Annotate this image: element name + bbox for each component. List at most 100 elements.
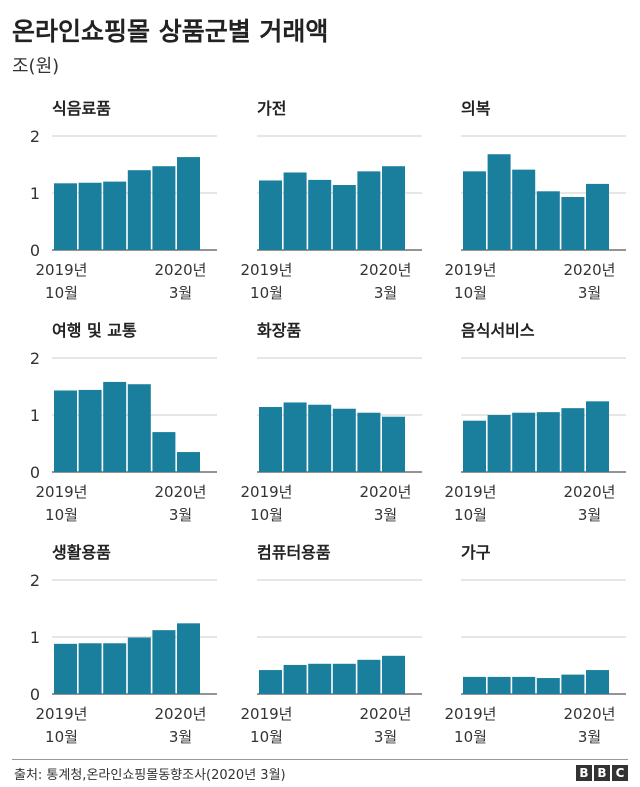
x-tick-label: 2019년 <box>241 261 293 279</box>
x-tick-label: 3월 <box>169 284 192 302</box>
x-tick-label: 2020년 <box>155 261 207 279</box>
panel-title: 식음료품 <box>52 99 111 118</box>
bar <box>382 416 405 472</box>
small-multiples-grid: 식음료품 0 1 2 2019년 10월 2020년 3월 가전 2019년 10월 2020년 3월 의… <box>30 99 626 746</box>
bar <box>382 166 405 250</box>
y-tick-label: 1 <box>30 406 40 425</box>
bar <box>152 166 176 250</box>
x-tick-label: 2020년 <box>564 261 616 279</box>
x-tick-label: 2020년 <box>360 483 412 501</box>
y-tick-label: 1 <box>30 184 40 203</box>
bar <box>561 408 585 472</box>
bar <box>561 674 585 694</box>
chart-panel: 생활용품 0 1 2 2019년 10월 2020년 3월 <box>30 543 217 746</box>
bar <box>152 432 176 472</box>
unit-label: 조(원) <box>12 56 60 77</box>
x-tick-label: 2019년 <box>445 261 497 279</box>
bar <box>463 420 486 472</box>
panel-title: 음식서비스 <box>461 321 535 340</box>
chart-panel: 식음료품 0 1 2 2019년 10월 2020년 3월 <box>30 99 217 302</box>
bar <box>463 676 486 694</box>
bbc-logo: B B C <box>576 765 628 781</box>
bar <box>127 384 151 472</box>
bar <box>127 170 151 250</box>
y-tick-label: 2 <box>30 571 40 590</box>
chart-title: 온라인쇼핑몰 상품군별 거래액 <box>12 17 329 46</box>
bar <box>561 196 585 250</box>
bar <box>512 676 536 694</box>
chart-panel: 가전 2019년 10월 2020년 3월 <box>241 99 422 302</box>
bar <box>54 643 77 694</box>
panel-title: 의복 <box>461 99 491 118</box>
y-tick-label: 0 <box>30 685 40 704</box>
bar <box>78 182 102 250</box>
chart-panel: 가구 2019년 10월 2020년 3월 <box>445 543 626 746</box>
bar <box>54 390 77 472</box>
x-tick-label: 2019년 <box>36 705 88 723</box>
chart-panel: 컴퓨터용품 2019년 10월 2020년 3월 <box>241 543 422 746</box>
bar <box>283 402 307 472</box>
x-tick-label: 10월 <box>45 728 78 746</box>
bar <box>357 412 381 472</box>
x-tick-label: 3월 <box>578 728 601 746</box>
x-tick-label: 3월 <box>374 284 397 302</box>
bar <box>283 664 307 694</box>
x-tick-label: 2019년 <box>445 705 497 723</box>
bar <box>512 169 536 250</box>
x-tick-label: 2020년 <box>360 261 412 279</box>
bar <box>177 452 200 472</box>
logo-letter: B <box>576 765 592 781</box>
chart-panel: 의복 2019년 10월 2020년 3월 <box>445 99 626 302</box>
bar <box>536 191 560 250</box>
bar <box>177 157 200 250</box>
x-tick-label: 10월 <box>454 728 487 746</box>
x-tick-label: 10월 <box>250 284 283 302</box>
x-tick-label: 3월 <box>578 506 601 524</box>
panel-title: 가구 <box>461 543 491 562</box>
chart-panel: 화장품 2019년 10월 2020년 3월 <box>241 321 422 524</box>
bar <box>332 185 356 250</box>
y-tick-label: 2 <box>30 349 40 368</box>
bar <box>152 630 176 694</box>
bar <box>259 670 282 694</box>
bar <box>177 623 200 694</box>
y-tick-label: 1 <box>30 628 40 647</box>
panel-title: 화장품 <box>257 321 301 340</box>
logo-letter: B <box>594 765 610 781</box>
bar <box>103 381 127 472</box>
bar <box>512 412 536 472</box>
bar <box>487 154 511 250</box>
x-tick-label: 3월 <box>374 728 397 746</box>
x-tick-label: 10월 <box>45 284 78 302</box>
bar <box>308 404 332 472</box>
bar <box>357 659 381 694</box>
x-tick-label: 2019년 <box>36 261 88 279</box>
bar <box>536 678 560 694</box>
x-tick-label: 2019년 <box>445 483 497 501</box>
bar <box>332 663 356 694</box>
bar <box>586 401 609 472</box>
x-tick-label: 2019년 <box>241 483 293 501</box>
bar <box>536 412 560 472</box>
bar <box>78 389 102 472</box>
x-tick-label: 10월 <box>250 506 283 524</box>
x-tick-label: 2019년 <box>241 705 293 723</box>
bar <box>487 415 511 472</box>
x-tick-label: 2020년 <box>564 483 616 501</box>
bar <box>308 179 332 250</box>
x-tick-label: 10월 <box>45 506 78 524</box>
x-tick-label: 2020년 <box>564 705 616 723</box>
y-tick-label: 0 <box>30 241 40 260</box>
bar <box>332 408 356 472</box>
bar <box>127 637 151 694</box>
x-tick-label: 2019년 <box>36 483 88 501</box>
x-tick-label: 2020년 <box>360 705 412 723</box>
x-tick-label: 3월 <box>578 284 601 302</box>
panel-title: 가전 <box>257 99 286 118</box>
bar <box>463 171 486 250</box>
chart-panel: 음식서비스 2019년 10월 2020년 3월 <box>445 321 626 524</box>
bar <box>259 180 282 250</box>
panel-title: 컴퓨터용품 <box>257 543 331 562</box>
y-tick-label: 2 <box>30 127 40 146</box>
footer-divider <box>12 759 628 760</box>
